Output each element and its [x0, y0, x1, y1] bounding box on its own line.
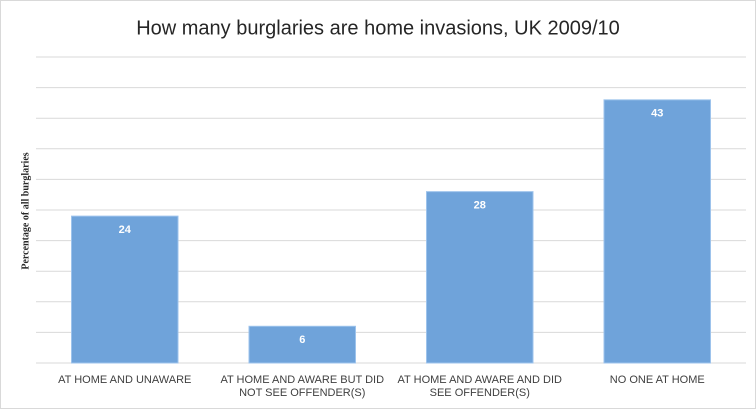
chart-title: How many burglaries are home invasions, …: [136, 17, 620, 39]
value-label: 24: [119, 224, 132, 236]
y-axis-label: Percentage of all burglaries: [20, 152, 31, 269]
value-label: 43: [651, 108, 663, 120]
x-tick-label: AT HOME AND AWARE AND DID SEE OFFENDER(S…: [397, 374, 562, 399]
x-tick-label: NO ONE AT HOME: [609, 374, 705, 386]
bar: [603, 99, 711, 364]
bar: [426, 191, 534, 364]
bar: [248, 325, 356, 364]
value-label: 28: [474, 200, 486, 212]
x-tick-label: AT HOME AND AWARE BUT DID NOT SEE OFFEND…: [220, 374, 385, 399]
value-label: 6: [299, 334, 305, 346]
x-tick-label: AT HOME AND UNAWARE: [58, 374, 192, 386]
bar: [71, 215, 179, 364]
